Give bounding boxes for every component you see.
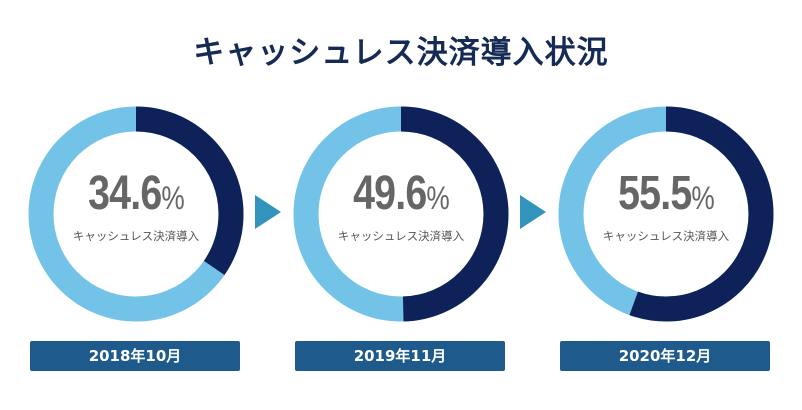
arrow-right-icon [520,195,546,229]
percent-value: 55.5% [618,167,715,220]
donut-ring [558,106,774,322]
donut-chart-2019: 49.6% キャッシュレス決済導入 [293,106,509,322]
percent-value: 34.6% [88,167,185,220]
donut-chart-2018: 34.6% キャッシュレス決済導入 [28,106,244,322]
date-label-2020: 2020年12月 [560,341,770,371]
date-label-2018: 2018年10月 [30,341,240,371]
date-label-2019: 2019年11月 [295,341,505,371]
donut-ring [28,106,244,322]
donut-chart-2020: 55.5% キャッシュレス決済導入 [558,106,774,322]
donut-caption: キャッシュレス決済導入 [72,229,200,243]
donut-caption: キャッシュレス決済導入 [337,229,465,243]
arrow-right-icon [255,195,281,229]
page-title: キャッシュレス決済導入状況 [193,35,609,71]
donut-caption: キャッシュレス決済導入 [602,229,730,243]
percent-value: 49.6% [353,167,450,220]
donut-ring [293,106,509,322]
